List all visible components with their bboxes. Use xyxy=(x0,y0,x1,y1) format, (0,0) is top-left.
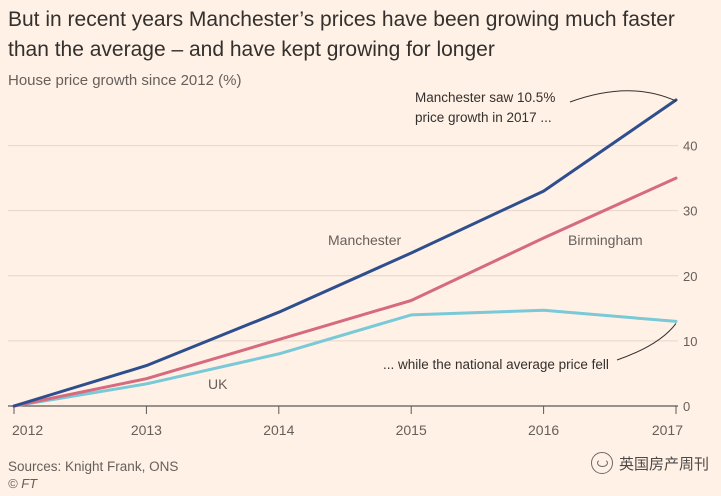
x-tick-label: 2013 xyxy=(131,422,162,438)
annotation-manchester-line1: Manchester saw 10.5% xyxy=(415,90,555,105)
watermark: 英国房产周刊 xyxy=(590,452,709,474)
source-note: Sources: Knight Frank, ONS xyxy=(8,459,179,474)
x-tick-label: 2012 xyxy=(12,422,43,438)
chart-title: But in recent years Manchester’s prices … xyxy=(8,8,675,61)
series-label-birmingham: Birmingham xyxy=(568,232,643,248)
series-label-uk: UK xyxy=(208,376,228,392)
series-label-manchester: Manchester xyxy=(328,232,401,248)
y-tick-label: 0 xyxy=(683,399,690,414)
x-tick-label: 2015 xyxy=(396,422,427,438)
x-tick-label: 2017 xyxy=(652,422,683,438)
watermark-text: 英国房产周刊 xyxy=(618,455,709,473)
x-tick-label: 2014 xyxy=(263,422,294,438)
y-tick-label: 20 xyxy=(683,269,697,284)
y-axis-title: House price growth since 2012 (%) xyxy=(8,72,242,89)
ft-credit: © FT xyxy=(8,476,38,491)
x-tick-label: 2016 xyxy=(528,422,559,438)
annotation-uk-text: ... while the national average price fel… xyxy=(383,357,609,372)
annotation-manchester-line2: price growth in 2017 ... xyxy=(415,110,552,125)
wechat-logo-icon xyxy=(590,452,613,474)
series-line-manchester xyxy=(12,98,678,408)
annotation-uk-leader xyxy=(616,323,677,361)
annotation-manchester-leader xyxy=(569,90,677,103)
y-tick-label: 30 xyxy=(683,204,697,219)
y-tick-label: 40 xyxy=(683,139,697,154)
series-line-uk xyxy=(12,308,678,408)
series-line-birmingham xyxy=(12,176,678,408)
y-tick-label: 10 xyxy=(683,334,697,349)
